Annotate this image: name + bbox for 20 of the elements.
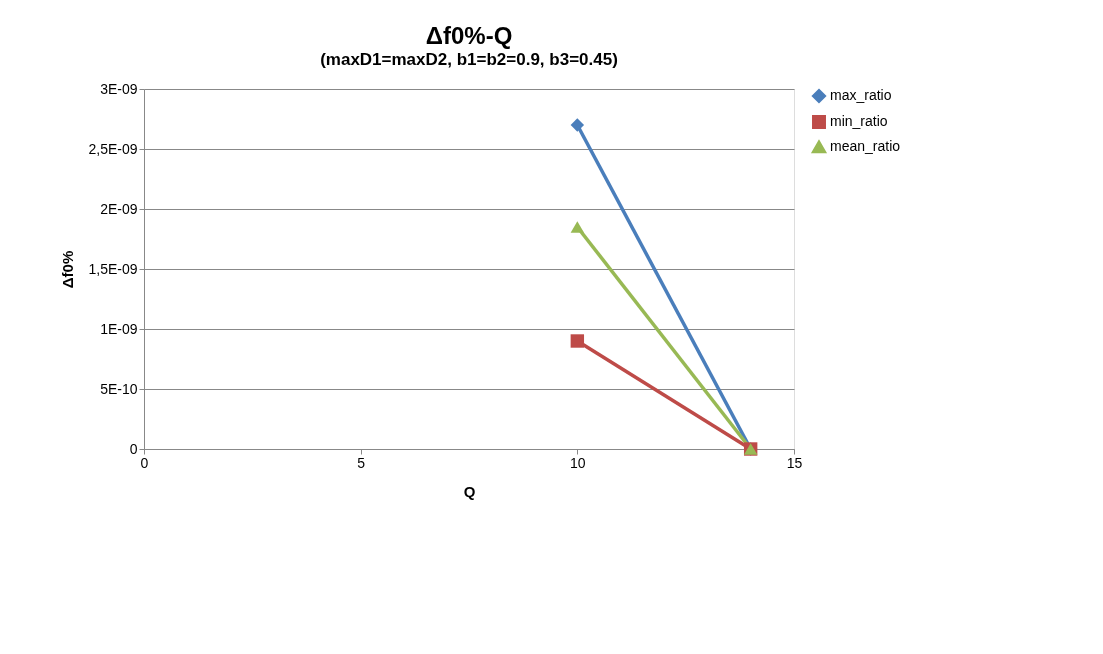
y-tick-label: 2E-09	[100, 200, 138, 217]
y-tick-label: 1,5E-09	[88, 260, 138, 277]
y-tick-label: 2,5E-09	[88, 140, 138, 157]
y-tick-label: 0	[129, 440, 138, 457]
legend-label: min_ratio	[830, 113, 888, 129]
x-tick-label: 15	[786, 454, 803, 471]
x-tick-label: 0	[140, 454, 149, 471]
legend-label: max_ratio	[830, 87, 892, 103]
y-tick-label: 1E-09	[100, 320, 138, 337]
chart-subtitle: (maxD1=maxD2, b1=b2=0.9, b3=0.45)	[320, 50, 618, 69]
x-tick-label: 10	[570, 454, 586, 471]
legend-label: mean_ratio	[830, 138, 901, 154]
chart-title: Δf0%-Q	[425, 22, 513, 49]
point	[570, 334, 585, 348]
x-axis-title: Q	[463, 482, 476, 500]
y-tick-label: 5E-10	[100, 380, 138, 397]
x-tick-label: 5	[357, 454, 366, 471]
y-tick-label: 3E-09	[100, 80, 138, 97]
point	[570, 118, 585, 132]
y-axis-title: Δf0%	[59, 250, 77, 289]
